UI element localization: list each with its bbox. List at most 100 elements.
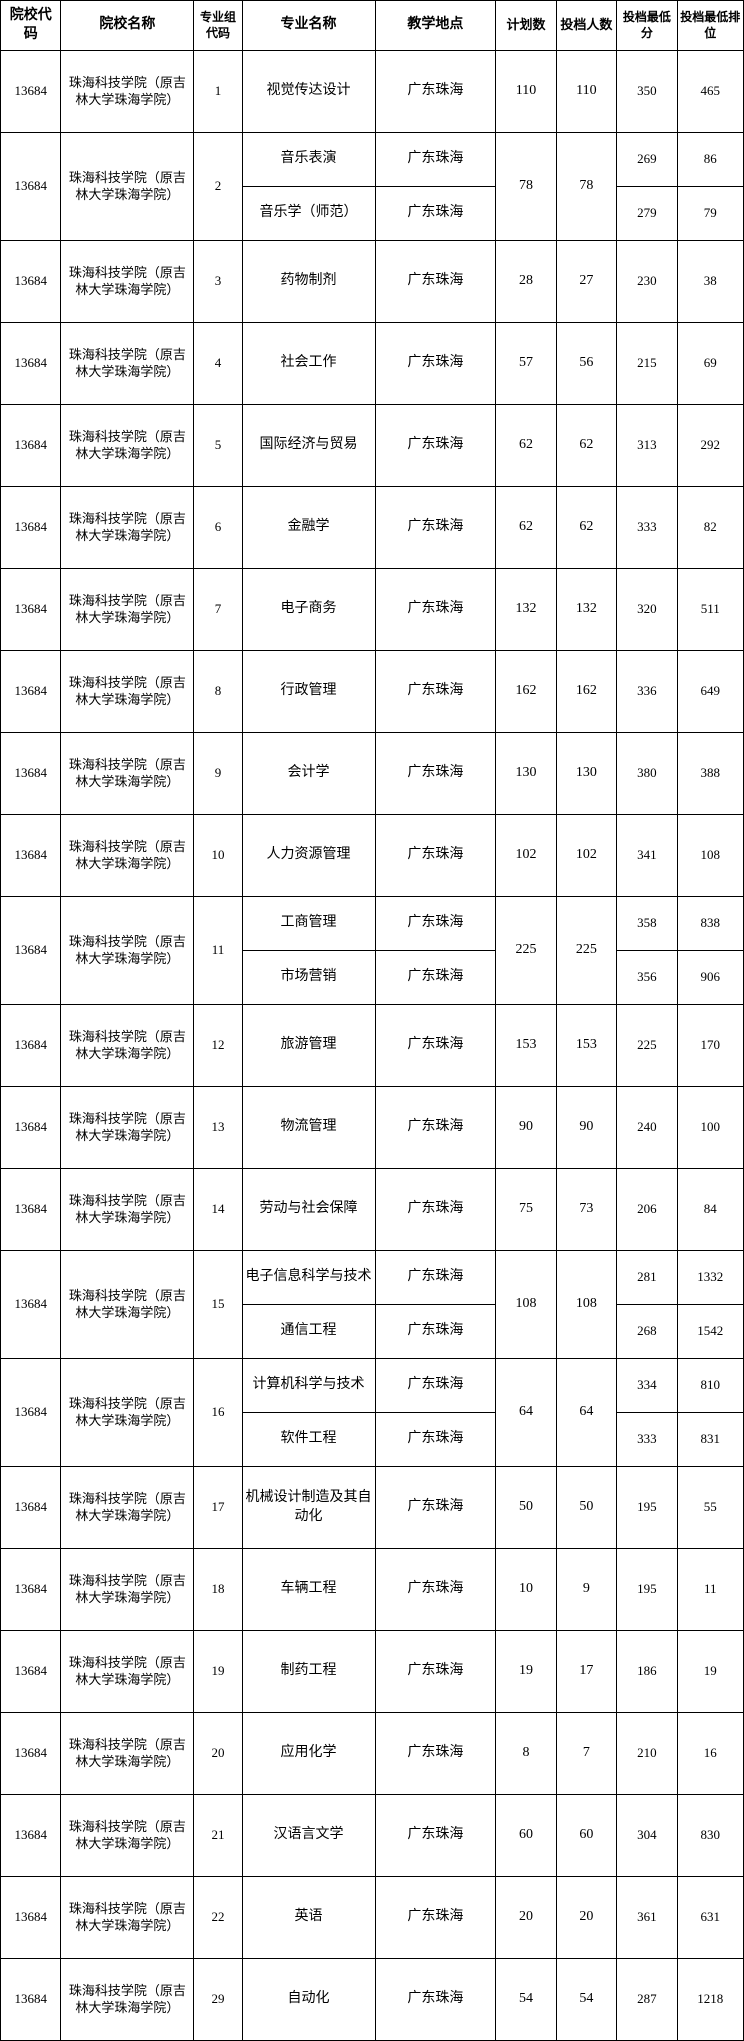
cell-admit: 64 — [556, 1359, 616, 1467]
cell-min-rank: 810 — [677, 1359, 743, 1413]
cell-school-name: 珠海科技学院（原吉林大学珠海学院） — [61, 815, 194, 897]
cell-admit: 17 — [556, 1631, 616, 1713]
table-row: 13684珠海科技学院（原吉林大学珠海学院）19制药工程广东珠海19171861… — [1, 1631, 744, 1713]
cell-school-name: 珠海科技学院（原吉林大学珠海学院） — [61, 51, 194, 133]
cell-min-score: 281 — [617, 1251, 677, 1305]
cell-plan: 102 — [496, 815, 556, 897]
cell-min-rank: 1332 — [677, 1251, 743, 1305]
cell-school-code: 13684 — [1, 1251, 61, 1359]
cell-min-rank: 16 — [677, 1713, 743, 1795]
cell-plan: 19 — [496, 1631, 556, 1713]
cell-plan: 62 — [496, 487, 556, 569]
cell-school-code: 13684 — [1, 1005, 61, 1087]
col-rank: 投档最低排位 — [677, 1, 743, 51]
cell-location: 广东珠海 — [375, 1549, 496, 1631]
cell-major-name: 工商管理 — [242, 897, 375, 951]
cell-major-name: 应用化学 — [242, 1713, 375, 1795]
cell-admit: 60 — [556, 1795, 616, 1877]
cell-location: 广东珠海 — [375, 1467, 496, 1549]
cell-plan: 50 — [496, 1467, 556, 1549]
cell-school-code: 13684 — [1, 51, 61, 133]
table-row: 13684珠海科技学院（原吉林大学珠海学院）10人力资源管理广东珠海102102… — [1, 815, 744, 897]
cell-school-name: 珠海科技学院（原吉林大学珠海学院） — [61, 733, 194, 815]
cell-location: 广东珠海 — [375, 1087, 496, 1169]
cell-min-score: 287 — [617, 1959, 677, 2041]
cell-location: 广东珠海 — [375, 187, 496, 241]
col-major-name: 专业名称 — [242, 1, 375, 51]
table-row: 13684珠海科技学院（原吉林大学珠海学院）17机械设计制造及其自动化广东珠海5… — [1, 1467, 744, 1549]
cell-group-code: 19 — [194, 1631, 242, 1713]
cell-min-score: 334 — [617, 1359, 677, 1413]
cell-school-name: 珠海科技学院（原吉林大学珠海学院） — [61, 323, 194, 405]
cell-admit: 132 — [556, 569, 616, 651]
cell-min-rank: 465 — [677, 51, 743, 133]
cell-min-score: 206 — [617, 1169, 677, 1251]
cell-group-code: 20 — [194, 1713, 242, 1795]
cell-school-code: 13684 — [1, 1795, 61, 1877]
table-row: 13684珠海科技学院（原吉林大学珠海学院）20应用化学广东珠海8721016 — [1, 1713, 744, 1795]
cell-location: 广东珠海 — [375, 51, 496, 133]
cell-school-name: 珠海科技学院（原吉林大学珠海学院） — [61, 1877, 194, 1959]
cell-min-score: 380 — [617, 733, 677, 815]
cell-min-score: 225 — [617, 1005, 677, 1087]
cell-admit: 62 — [556, 487, 616, 569]
cell-min-rank: 82 — [677, 487, 743, 569]
cell-major-name: 物流管理 — [242, 1087, 375, 1169]
cell-school-code: 13684 — [1, 1087, 61, 1169]
cell-min-rank: 79 — [677, 187, 743, 241]
table-row: 13684珠海科技学院（原吉林大学珠海学院）4社会工作广东珠海575621569 — [1, 323, 744, 405]
cell-school-name: 珠海科技学院（原吉林大学珠海学院） — [61, 1005, 194, 1087]
cell-min-score: 210 — [617, 1713, 677, 1795]
cell-plan: 78 — [496, 133, 556, 241]
cell-major-name: 人力资源管理 — [242, 815, 375, 897]
cell-min-score: 350 — [617, 51, 677, 133]
cell-school-code: 13684 — [1, 733, 61, 815]
cell-school-code: 13684 — [1, 133, 61, 241]
cell-group-code: 17 — [194, 1467, 242, 1549]
col-score: 投档最低分 — [617, 1, 677, 51]
cell-location: 广东珠海 — [375, 1413, 496, 1467]
cell-group-code: 22 — [194, 1877, 242, 1959]
cell-plan: 20 — [496, 1877, 556, 1959]
cell-major-name: 车辆工程 — [242, 1549, 375, 1631]
cell-plan: 108 — [496, 1251, 556, 1359]
cell-plan: 64 — [496, 1359, 556, 1467]
cell-school-name: 珠海科技学院（原吉林大学珠海学院） — [61, 1959, 194, 2041]
cell-location: 广东珠海 — [375, 569, 496, 651]
cell-school-name: 珠海科技学院（原吉林大学珠海学院） — [61, 1713, 194, 1795]
cell-admit: 78 — [556, 133, 616, 241]
cell-min-score: 240 — [617, 1087, 677, 1169]
cell-min-rank: 55 — [677, 1467, 743, 1549]
cell-major-name: 国际经济与贸易 — [242, 405, 375, 487]
cell-group-code: 4 — [194, 323, 242, 405]
header-row: 院校代码 院校名称 专业组代码 专业名称 教学地点 计划数 投档人数 投档最低分… — [1, 1, 744, 51]
cell-group-code: 18 — [194, 1549, 242, 1631]
cell-group-code: 15 — [194, 1251, 242, 1359]
cell-location: 广东珠海 — [375, 733, 496, 815]
cell-admit: 56 — [556, 323, 616, 405]
cell-location: 广东珠海 — [375, 951, 496, 1005]
table-row: 13684珠海科技学院（原吉林大学珠海学院）5国际经济与贸易广东珠海626231… — [1, 405, 744, 487]
table-row: 13684珠海科技学院（原吉林大学珠海学院）8行政管理广东珠海162162336… — [1, 651, 744, 733]
table-row: 13684珠海科技学院（原吉林大学珠海学院）3药物制剂广东珠海282723038 — [1, 241, 744, 323]
cell-major-name: 自动化 — [242, 1959, 375, 2041]
cell-school-name: 珠海科技学院（原吉林大学珠海学院） — [61, 487, 194, 569]
cell-major-name: 劳动与社会保障 — [242, 1169, 375, 1251]
cell-location: 广东珠海 — [375, 1169, 496, 1251]
cell-min-rank: 649 — [677, 651, 743, 733]
cell-group-code: 6 — [194, 487, 242, 569]
cell-admit: 102 — [556, 815, 616, 897]
cell-group-code: 11 — [194, 897, 242, 1005]
cell-location: 广东珠海 — [375, 1305, 496, 1359]
cell-min-rank: 170 — [677, 1005, 743, 1087]
cell-plan: 60 — [496, 1795, 556, 1877]
cell-min-rank: 838 — [677, 897, 743, 951]
cell-group-code: 9 — [194, 733, 242, 815]
cell-plan: 75 — [496, 1169, 556, 1251]
cell-min-score: 195 — [617, 1467, 677, 1549]
cell-admit: 7 — [556, 1713, 616, 1795]
cell-plan: 132 — [496, 569, 556, 651]
table-row: 13684珠海科技学院（原吉林大学珠海学院）18车辆工程广东珠海10919511 — [1, 1549, 744, 1631]
cell-school-code: 13684 — [1, 569, 61, 651]
cell-min-rank: 84 — [677, 1169, 743, 1251]
